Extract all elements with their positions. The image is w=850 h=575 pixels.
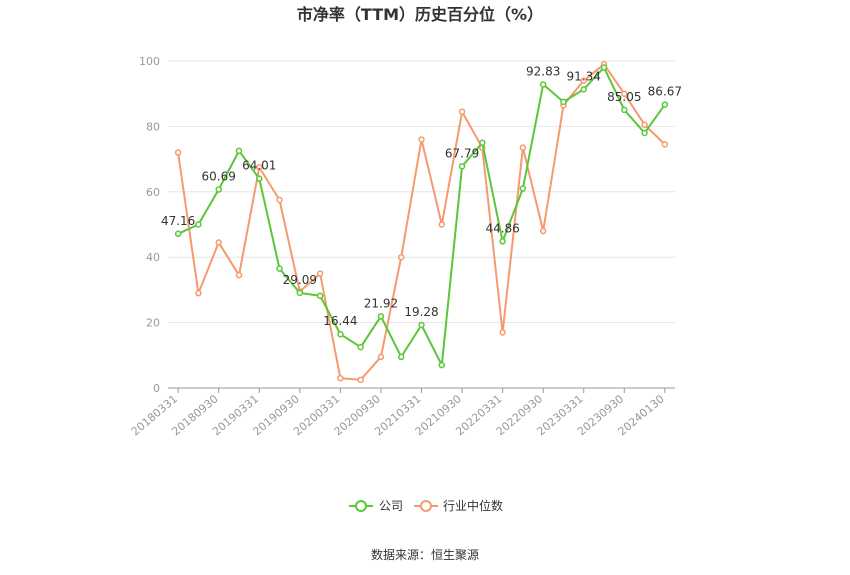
point-company[interactable] (479, 139, 486, 146)
point-company[interactable] (499, 238, 506, 245)
point-company[interactable] (438, 361, 446, 369)
data-label-company: 85.05 (607, 90, 641, 104)
point-industry-median[interactable] (276, 196, 283, 204)
y-tick-label: 40 (146, 251, 160, 264)
point-industry-median[interactable] (499, 329, 506, 336)
legend-label-industry-median: 行业中位数 (443, 498, 503, 513)
data-labels: 47.16 60.69 64.01 29.09 16.44 21.92 19.28 67.79… (161, 64, 682, 328)
data-label-company: 67.79 (445, 146, 479, 160)
legend: 公司 行业中位数 (349, 498, 503, 513)
point-industry-median[interactable] (397, 253, 405, 261)
legend-label-company: 公司 (379, 499, 403, 513)
point-industry-median[interactable] (458, 108, 466, 115)
point-industry-median[interactable] (195, 289, 202, 297)
point-company[interactable] (600, 64, 608, 71)
data-label-company: 92.83 (526, 64, 560, 78)
point-company[interactable] (397, 353, 405, 361)
point-industry-median[interactable] (539, 227, 547, 235)
legend-item-company[interactable]: 公司 (349, 499, 403, 513)
data-label-company: 86.67 (648, 85, 682, 99)
y-axis: 0 20 40 60 80 100 (139, 55, 160, 395)
y-tick-label: 20 (146, 317, 160, 330)
series-line-industry-median (177, 62, 666, 381)
point-company[interactable] (641, 129, 648, 137)
point-industry-median[interactable] (580, 77, 587, 84)
point-industry-median[interactable] (316, 270, 324, 277)
data-label-company: 60.69 (202, 170, 236, 184)
data-label-company: 91.34 (567, 69, 601, 83)
point-company[interactable] (357, 343, 364, 351)
data-label-company: 64.01 (242, 159, 276, 173)
point-industry-median[interactable] (215, 239, 222, 246)
point-company[interactable] (661, 101, 669, 108)
point-company[interactable] (316, 292, 324, 300)
point-industry-median[interactable] (661, 141, 669, 148)
point-company[interactable] (377, 313, 385, 320)
data-label-company: 16.44 (323, 314, 357, 328)
y-tick-label: 60 (146, 186, 160, 199)
data-label-company: 44.86 (485, 221, 519, 235)
series-layer (174, 61, 669, 384)
point-company[interactable] (215, 186, 222, 193)
point-company[interactable] (235, 147, 243, 155)
point-company[interactable] (337, 330, 344, 338)
point-company[interactable] (418, 321, 425, 329)
point-company[interactable] (195, 221, 202, 228)
data-label-company: 19.28 (404, 305, 438, 319)
point-industry-median[interactable] (174, 149, 182, 156)
point-company[interactable] (296, 289, 304, 297)
point-industry-median[interactable] (641, 121, 648, 129)
data-label-company: 29.09 (283, 273, 317, 287)
point-company[interactable] (560, 98, 567, 106)
y-tick-label: 0 (153, 382, 160, 395)
legend-swatch-industry-marker (420, 500, 432, 512)
chart-title: 市净率（TTM）历史百分位（%） (297, 5, 543, 24)
point-industry-median[interactable] (519, 144, 527, 151)
point-industry-median[interactable] (337, 374, 344, 382)
grid-lines (168, 60, 675, 324)
point-industry-median[interactable] (621, 90, 628, 97)
legend-item-industry-median[interactable]: 行业中位数 (414, 498, 503, 513)
point-industry-median[interactable] (418, 136, 425, 143)
x-axis: 2018033120180930201903312019093020200331… (129, 387, 675, 438)
y-tick-label: 100 (139, 55, 160, 68)
point-industry-median[interactable] (235, 271, 243, 279)
legend-swatch-company-marker (355, 500, 367, 512)
y-tick-label: 80 (146, 120, 160, 133)
point-company[interactable] (174, 230, 182, 238)
point-industry-median[interactable] (438, 221, 446, 228)
point-industry-median[interactable] (357, 376, 364, 384)
point-company[interactable] (580, 86, 587, 93)
source-note: 数据来源：恒生聚源 (371, 547, 479, 562)
point-company[interactable] (539, 81, 547, 88)
point-company[interactable] (256, 175, 263, 182)
series-line-company (177, 65, 666, 369)
point-company[interactable] (621, 106, 628, 114)
point-company[interactable] (458, 163, 466, 170)
point-company[interactable] (276, 265, 283, 272)
point-industry-median[interactable] (256, 164, 263, 171)
data-label-company: 21.92 (364, 296, 398, 310)
point-industry-median[interactable] (377, 353, 385, 361)
data-label-company: 47.16 (161, 214, 195, 228)
point-company[interactable] (519, 185, 527, 192)
